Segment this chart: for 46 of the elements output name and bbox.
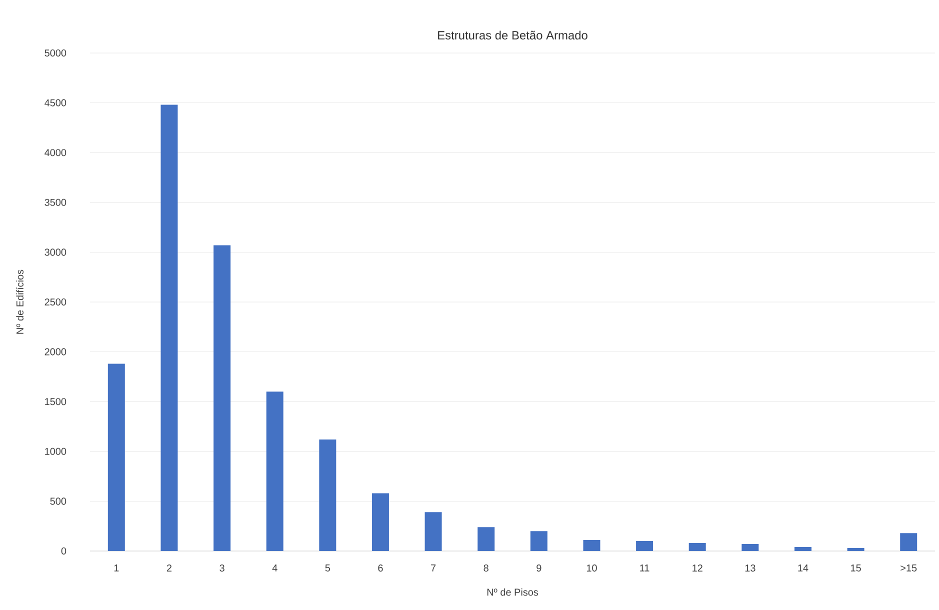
bar [636,541,654,551]
y-tick-label: 1000 [45,448,66,455]
x-tick-label: 15 [851,564,861,572]
x-tick-label: >15 [900,564,917,572]
x-tick-label: 9 [536,564,542,572]
bar [266,392,284,551]
x-tick-label: 2 [166,564,172,572]
bar [319,439,336,551]
bar [583,540,600,551]
x-tick-label: 14 [798,564,808,572]
y-tick-label: 500 [50,498,66,505]
x-tick-label: 13 [745,564,756,572]
x-axis-title: Nº de Pisos [487,588,538,596]
bar [794,547,812,551]
bar [214,245,231,551]
chart-title: Estruturas de Betão Armado [438,30,588,40]
y-tick-label: 4000 [44,149,66,156]
x-tick-label: 8 [484,564,488,572]
bar [530,531,548,551]
y-axis-title: Nº de Edifícios [16,270,24,334]
y-tick-label: 5000 [44,49,66,57]
bar [108,364,125,551]
x-tick-label: 11 [640,564,650,572]
bar [424,512,442,551]
y-tick-label: 0 [61,547,66,555]
y-tick-label: 4500 [44,99,66,106]
x-tick-label: 12 [692,564,702,572]
y-tick-label: 2500 [44,298,66,306]
x-tick-label: 6 [378,564,383,572]
x-tick-label: 1 [114,564,119,572]
x-tick-label: 7 [431,564,436,572]
y-tick-label: 2000 [44,348,66,356]
bar [742,544,759,551]
x-tick-label: 4 [272,564,278,572]
bar [900,533,918,551]
y-tick-label: 3000 [44,248,66,256]
bar [372,493,389,551]
bar [478,527,495,551]
y-tick-label: 3500 [44,198,66,206]
x-tick-label: 5 [325,564,330,572]
y-tick-label: 1500 [45,398,66,406]
bar [160,104,178,551]
x-tick-label: 3 [220,564,224,572]
bar [688,543,706,551]
bar [847,548,864,551]
x-tick-label: 10 [586,564,597,572]
